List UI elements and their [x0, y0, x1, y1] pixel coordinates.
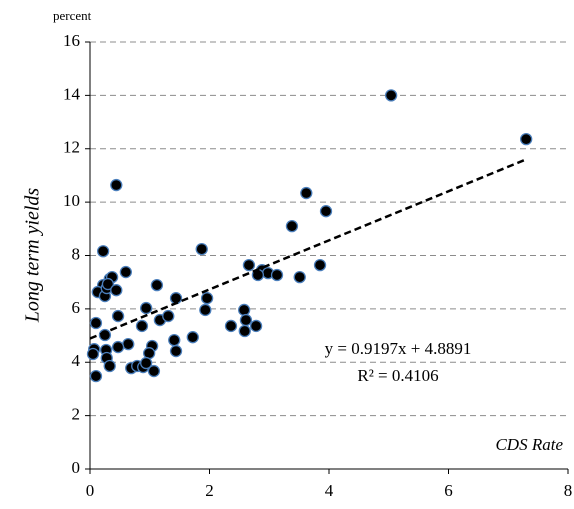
y-tick-label: 6 — [72, 298, 81, 317]
point — [135, 319, 149, 333]
y-tick-label: 4 — [72, 351, 81, 370]
x-tick-label: 8 — [564, 481, 573, 500]
r-squared: R² = 0.4106 — [357, 366, 438, 385]
point — [119, 265, 132, 279]
point — [300, 186, 313, 200]
point — [384, 89, 398, 102]
point — [101, 277, 115, 291]
y-tick-label: 14 — [63, 84, 81, 103]
point — [169, 344, 183, 358]
point — [111, 340, 125, 354]
y-tick-label: 0 — [72, 458, 81, 477]
trend-equation: y = 0.9197x + 4.8891 — [325, 339, 472, 358]
point — [96, 245, 110, 258]
y-tick-label: 16 — [63, 31, 80, 50]
point — [122, 337, 135, 351]
x-tick-label: 2 — [205, 481, 214, 500]
point — [242, 258, 256, 272]
point — [270, 268, 284, 282]
point — [147, 364, 161, 378]
point — [238, 324, 251, 338]
point — [162, 309, 175, 323]
point — [285, 219, 299, 233]
point — [186, 331, 199, 344]
point — [239, 313, 253, 327]
point — [520, 132, 533, 146]
point — [224, 319, 238, 333]
point — [238, 303, 251, 317]
x-tick-label: 0 — [86, 481, 95, 500]
y-tick-label: 8 — [72, 244, 81, 263]
point — [140, 301, 153, 315]
point — [110, 284, 123, 297]
point — [200, 292, 214, 305]
point — [150, 278, 164, 292]
y-axis-label: Long term yields — [22, 188, 44, 324]
y-tick-label: 2 — [72, 405, 81, 424]
point — [168, 333, 181, 347]
y-tick-label: 12 — [63, 138, 80, 157]
point — [195, 242, 208, 256]
point — [89, 316, 103, 330]
point — [313, 258, 327, 272]
x-tick-label: 4 — [325, 481, 334, 500]
point — [111, 309, 125, 323]
trendline — [89, 158, 527, 340]
unit-label: percent — [53, 8, 92, 23]
point — [110, 178, 123, 192]
point — [319, 205, 333, 218]
point — [199, 303, 212, 317]
point — [103, 359, 116, 373]
x-axis-label: CDS Rate — [495, 435, 563, 454]
y-tick-label: 10 — [63, 191, 80, 210]
point — [89, 369, 103, 383]
point — [140, 356, 153, 370]
point — [293, 270, 306, 284]
x-tick-label: 6 — [444, 481, 453, 500]
point — [249, 319, 263, 333]
point — [86, 347, 100, 361]
